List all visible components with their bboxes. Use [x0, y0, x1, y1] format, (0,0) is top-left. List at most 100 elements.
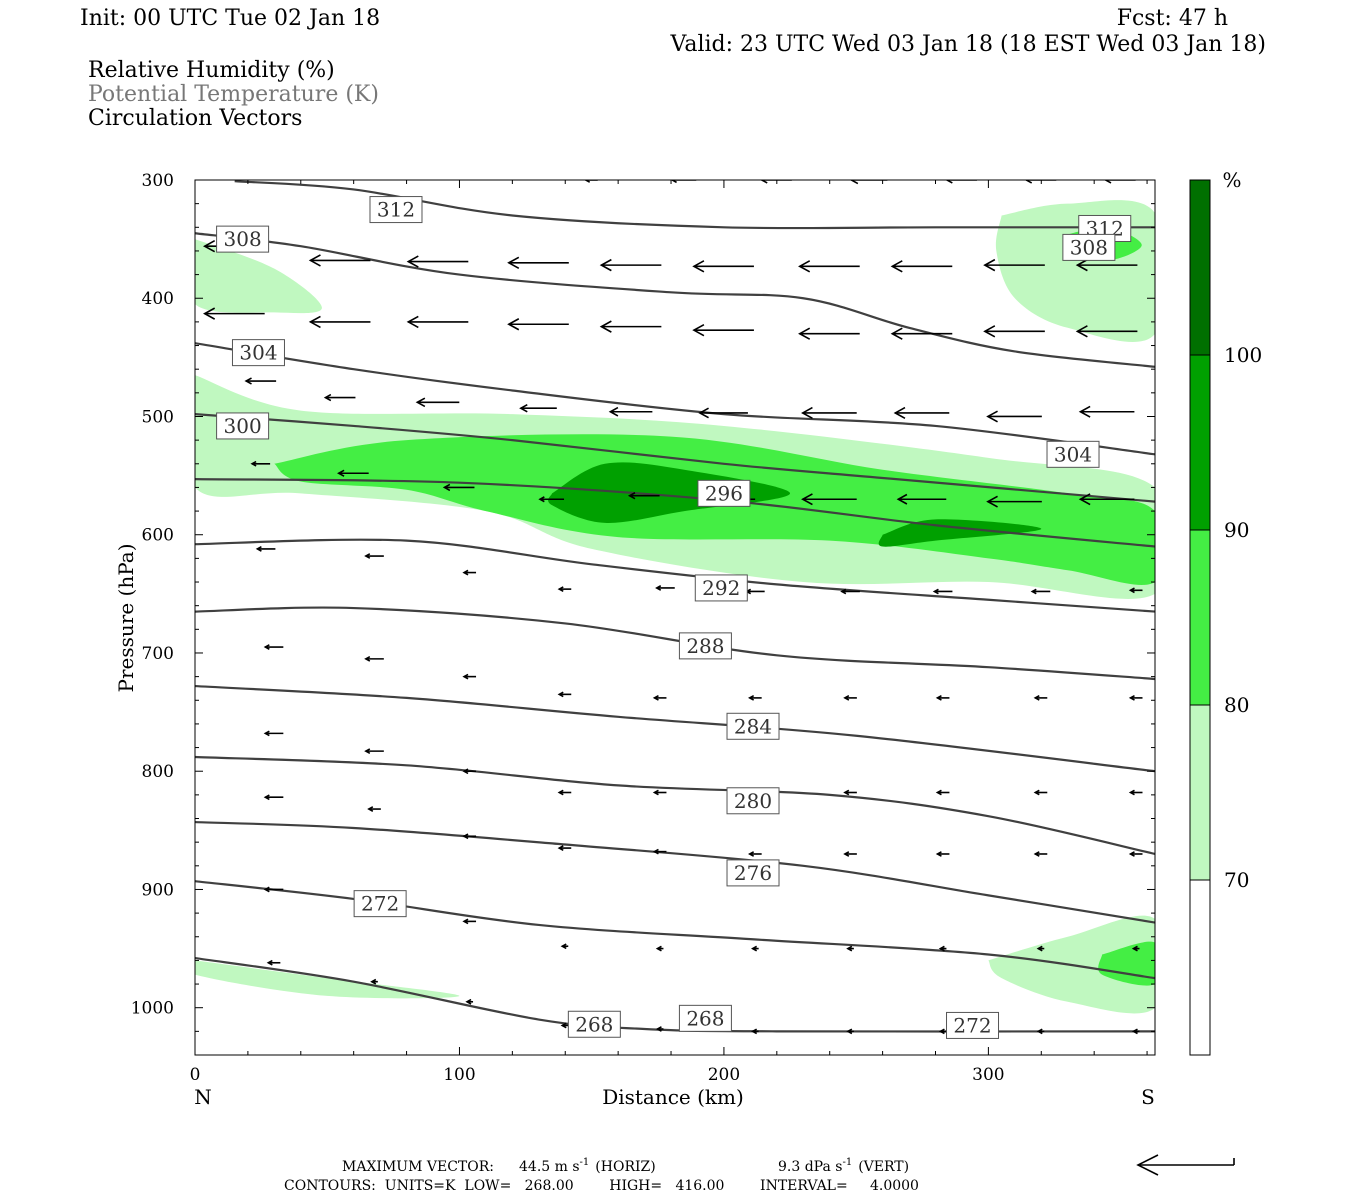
- vector-head-41: [364, 553, 371, 559]
- vector-head-64: [652, 789, 659, 796]
- vector-13: [507, 318, 569, 331]
- vector-head-89: [1131, 945, 1138, 952]
- vector-head-70: [263, 794, 270, 801]
- contour-label-3: 308: [1070, 235, 1108, 259]
- vector-96: [846, 1028, 854, 1035]
- vector-head-23: [519, 403, 528, 413]
- vector-head-37: [896, 493, 908, 505]
- circulation-vectors: [203, 180, 1143, 1035]
- vector-head-28: [986, 410, 998, 423]
- vector-head-34: [627, 492, 636, 500]
- contour-label-8: 292: [702, 576, 740, 600]
- contour-label-0: 312: [377, 198, 415, 222]
- vector-head-47: [932, 588, 939, 595]
- contour-label-box-7: [697, 479, 751, 507]
- vector-43: [557, 586, 572, 593]
- field-theta: Potential Temperature (K): [88, 82, 379, 107]
- vector-18: [983, 325, 1045, 338]
- vector-head-49: [1128, 587, 1135, 594]
- vector-17: [890, 327, 953, 340]
- theta-contour-304-4: [195, 342, 1155, 456]
- y-tick-label-600: 600: [142, 526, 174, 546]
- vector-73: [557, 845, 572, 851]
- vector-head-16: [798, 327, 811, 340]
- vector-58: [1033, 695, 1048, 701]
- vector-46: [840, 588, 860, 595]
- y-axis-title: Pressure (hPa): [114, 544, 138, 693]
- vector-28: [986, 410, 1042, 423]
- contour-label-box-16: [678, 1004, 732, 1032]
- vector-83: [560, 943, 569, 950]
- vector-106: [1103, 180, 1136, 184]
- vector-85: [751, 945, 759, 952]
- vector-head-58: [1033, 695, 1040, 701]
- vector-head-83: [560, 943, 567, 950]
- vector-head-96: [846, 1028, 853, 1035]
- vector-22: [415, 397, 460, 408]
- vector-head-98: [1036, 1028, 1043, 1035]
- vert-sup: -1: [842, 1157, 852, 1168]
- vector-89: [1131, 945, 1140, 952]
- contour-label-box-5: [1046, 440, 1100, 468]
- vector-head-93: [560, 1022, 567, 1029]
- contour-label-10: 284: [734, 714, 772, 738]
- vector-head-60: [263, 730, 270, 737]
- vector-head-2: [406, 255, 419, 268]
- vector-head-80: [263, 886, 270, 893]
- vector-head-90: [266, 959, 273, 966]
- vector-11: [308, 315, 371, 329]
- vector-head-105: [1024, 180, 1033, 184]
- horiz-sup: -1: [580, 1157, 590, 1168]
- vector-50: [263, 644, 284, 650]
- x-tick-label-300: 300: [972, 1065, 1004, 1085]
- contour-label-box-13: [353, 890, 407, 918]
- theta-contour-308-2: [195, 232, 1155, 368]
- vector-36: [801, 493, 857, 506]
- theta-contour-312-0: [234, 180, 1155, 230]
- vector-39: [1078, 493, 1135, 506]
- vector-head-63: [557, 789, 564, 796]
- contours-info: CONTOURS: UNITS=K LOW= 268.00 HIGH= 416.…: [284, 1178, 919, 1194]
- vector-93: [560, 1022, 569, 1029]
- vector-head-25: [698, 407, 709, 419]
- contour-label-11: 280: [734, 789, 772, 813]
- vector-head-88: [1036, 945, 1043, 952]
- contour-label-box-0: [369, 196, 423, 224]
- forecast-hour: Fcst: 47 h: [1117, 6, 1228, 31]
- vector-head-0: [203, 240, 216, 253]
- vector-head-8: [983, 258, 996, 272]
- vector-42: [462, 569, 477, 576]
- x-right-direction: S: [1141, 1085, 1155, 1109]
- vector-head-15: [692, 323, 705, 337]
- vector-head-1: [308, 254, 321, 267]
- field-rh: Relative Humidity (%): [88, 58, 335, 83]
- vector-95: [751, 1028, 759, 1035]
- contour-label-box-4: [231, 339, 285, 367]
- vector-71: [367, 806, 381, 812]
- vert-value: 9.3 dPa s: [778, 1159, 842, 1175]
- vector-47: [932, 588, 953, 595]
- vector-25: [698, 407, 748, 419]
- contour-label-box-14: [946, 1011, 1000, 1039]
- colorbar-label-80: 80: [1224, 693, 1249, 717]
- vector-70: [263, 794, 284, 801]
- vector-77: [935, 851, 950, 857]
- vector-100: [584, 180, 598, 183]
- contour-label-5: 304: [1054, 442, 1092, 466]
- contour-label-box-6: [216, 412, 270, 440]
- vector-head-48: [1030, 588, 1037, 595]
- vector-53: [557, 691, 572, 698]
- contour-label-7: 296: [705, 481, 743, 505]
- colorbar-label-90: 90: [1224, 518, 1249, 542]
- theta-contour-292-8: [195, 538, 1155, 613]
- vert-unit: (VERT): [858, 1159, 909, 1175]
- contour-label-16: 268: [686, 1006, 724, 1030]
- contour-label-box-2: [216, 225, 270, 253]
- vector-72: [462, 833, 477, 840]
- contour-label-13: 272: [361, 892, 399, 916]
- contour-label-6: 300: [224, 414, 262, 438]
- max-vector-label: MAXIMUM VECTOR:: [342, 1159, 494, 1175]
- vector-head-32: [442, 483, 451, 492]
- vector-head-67: [935, 789, 942, 796]
